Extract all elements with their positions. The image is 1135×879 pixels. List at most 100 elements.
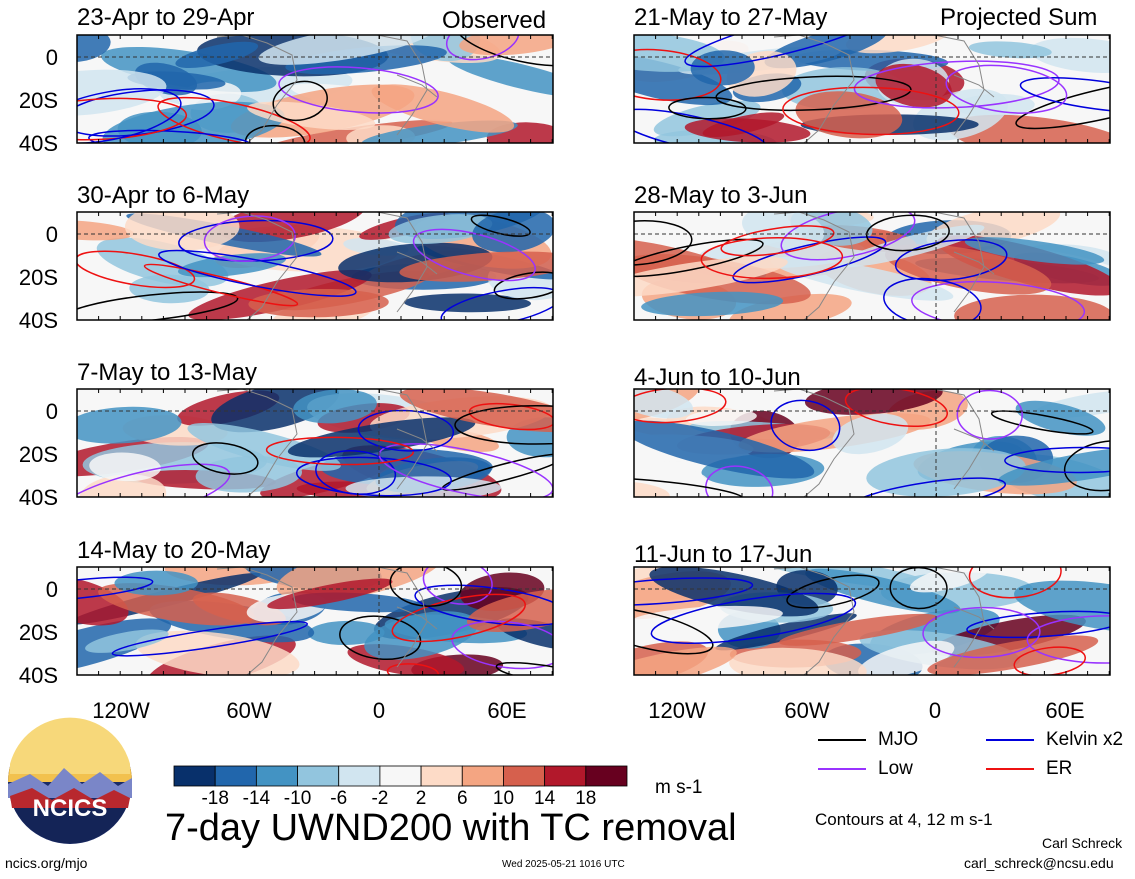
footer-email[interactable]: carl_schreck@ncsu.edu	[964, 855, 1114, 871]
lon-tick-label: 0	[928, 698, 942, 723]
anomaly-patch	[267, 578, 393, 610]
anomaly-patch	[909, 567, 990, 593]
legend-label-low: Low	[878, 758, 913, 779]
contour-line	[295, 456, 452, 497]
map-panel	[633, 34, 1111, 144]
panel-title: 4-Jun to 10-Jun	[634, 364, 801, 391]
contour-line	[770, 399, 841, 452]
legend-label-kelvin: Kelvin x2	[1046, 729, 1124, 750]
anomaly-patch	[779, 613, 938, 646]
anomaly-patch	[364, 611, 478, 660]
map-panel	[633, 211, 1111, 321]
coastline	[773, 567, 995, 675]
anomaly-patch	[219, 212, 366, 243]
anomaly-patch	[287, 417, 476, 458]
anomaly-patch	[866, 448, 1026, 497]
contour-line	[77, 88, 182, 143]
contour-line	[844, 389, 948, 427]
lon-tick-label: 60E	[487, 698, 527, 723]
anomaly-patch	[79, 474, 167, 497]
anomaly-patch	[927, 635, 1099, 675]
anomaly-patch	[371, 84, 515, 133]
colorbar-tick-label: 2	[415, 788, 427, 809]
anomaly-patch	[293, 389, 377, 424]
contour-line	[493, 271, 553, 300]
footer-author: Carl Schreck	[1042, 835, 1123, 851]
contour-line	[634, 48, 722, 101]
contour-line	[470, 214, 531, 237]
contour-line	[412, 228, 537, 282]
panel-title: 14-May to 20-May	[77, 537, 271, 564]
panel-title: 21-May to 27-May	[634, 4, 828, 31]
footer-url[interactable]: ncics.org/mjo	[5, 855, 88, 871]
contour-line	[422, 567, 493, 605]
contour-line	[143, 263, 299, 307]
lat-tick-label: 0	[45, 45, 58, 70]
anomaly-patch	[948, 114, 1110, 143]
anomaly-patch	[77, 406, 182, 444]
contour-line	[278, 66, 439, 114]
anomaly-patch	[345, 476, 502, 497]
contour-line	[88, 129, 255, 143]
colorbar-swatch	[297, 765, 340, 787]
contour-line	[968, 567, 1062, 599]
contour-line	[634, 108, 769, 143]
map-panel	[76, 34, 554, 144]
anomaly-patch	[634, 53, 733, 106]
contour-line	[1026, 615, 1110, 664]
contour-note: Contours at 4, 12 m s-1	[815, 810, 993, 829]
anomaly-patch	[634, 389, 693, 419]
anomaly-patch	[1029, 37, 1110, 73]
lon-tick-label: 0	[372, 698, 386, 723]
contour-line	[684, 35, 884, 68]
contour-line	[111, 620, 308, 657]
lat-tick-label: 20S	[18, 620, 58, 645]
anomaly-patch	[998, 445, 1110, 486]
map-panel	[76, 211, 554, 321]
contour-line	[956, 389, 1023, 440]
colorbar-swatch	[585, 765, 628, 787]
contour-line	[1015, 77, 1110, 130]
colorbar-tick-label: 14	[534, 788, 556, 809]
colorbar-swatch	[338, 765, 381, 787]
anomaly-patch	[89, 452, 161, 482]
coastline	[216, 567, 438, 675]
contour-line	[782, 86, 960, 136]
anomaly-patch	[101, 46, 277, 93]
anomaly-patch	[858, 640, 955, 675]
panel-title: 30-Apr to 6-May	[77, 182, 250, 209]
anomaly-patch	[634, 256, 788, 297]
lat-tick-label: 0	[45, 399, 58, 424]
ncics-logo: NCICS	[8, 717, 132, 844]
coastline	[773, 389, 995, 497]
lat-tick-label: 0	[45, 577, 58, 602]
anomaly-patch	[968, 41, 1052, 59]
footer-timestamp: Wed 2025-05-21 1016 UTC	[502, 859, 625, 870]
anomaly-patch	[187, 422, 341, 471]
anomaly-patch	[77, 69, 167, 117]
anomaly-patch	[805, 568, 961, 614]
contour-line	[77, 250, 196, 289]
map-panel	[76, 566, 554, 676]
anomaly-patch	[649, 567, 819, 617]
colorbar-swatch	[173, 765, 216, 787]
anomaly-patch	[685, 409, 757, 426]
panel-title: 11-Jun to 17-Jun	[634, 541, 813, 568]
coastline	[216, 389, 438, 497]
colorbar-tick-label: -14	[242, 788, 271, 809]
contour-line	[650, 592, 857, 644]
anomaly-patch	[85, 629, 169, 653]
colorbar-swatch	[503, 765, 546, 787]
contour-line	[705, 465, 774, 497]
coastline	[216, 35, 438, 143]
anomaly-patch	[124, 212, 240, 251]
panel-title: 7-May to 13-May	[77, 359, 258, 386]
contour-line	[77, 291, 239, 320]
contour-line	[720, 225, 835, 257]
anomaly-patch	[884, 244, 1052, 295]
contour-line	[634, 476, 744, 497]
lon-tick-label: 60W	[226, 698, 272, 723]
lon-tick-label: 60E	[1045, 698, 1085, 723]
colorbar-swatch	[420, 765, 463, 787]
